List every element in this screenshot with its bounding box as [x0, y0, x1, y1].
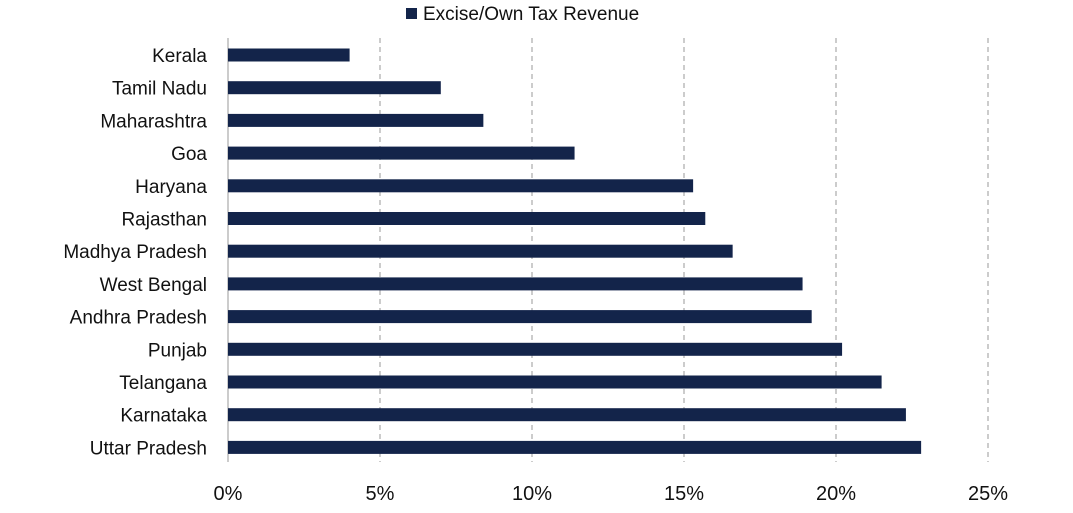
- bar-10: [228, 375, 882, 389]
- category-label-12: Uttar Pradesh: [90, 438, 207, 459]
- legend-swatch: [406, 8, 417, 19]
- bar-1: [228, 81, 441, 95]
- legend: Excise/Own Tax Revenue: [406, 4, 639, 25]
- bar-8: [228, 310, 812, 324]
- bar-5: [228, 212, 706, 225]
- category-label-6: Madhya Pradesh: [63, 242, 207, 263]
- category-label-10: Telangana: [119, 373, 207, 394]
- bar-3: [228, 146, 575, 160]
- category-labels: Kerala Tamil Nadu Maharashtra Goa Haryana Raj…: [63, 46, 207, 459]
- x-tick-label-0: 0%: [214, 483, 243, 505]
- bar-6: [228, 244, 733, 258]
- category-label-5: Rajasthan: [121, 210, 207, 231]
- bar-9: [228, 342, 843, 356]
- x-tick-label-1: 5%: [366, 483, 395, 505]
- bar-7: [228, 277, 803, 291]
- bar-11: [228, 408, 906, 422]
- bar-12: [228, 440, 922, 454]
- category-label-8: Andhra Pradesh: [70, 308, 207, 329]
- x-tick-label-3: 15%: [664, 483, 704, 505]
- bar-4: [228, 179, 694, 193]
- category-label-1: Tamil Nadu: [112, 79, 207, 100]
- category-label-2: Maharashtra: [100, 111, 207, 132]
- x-tick-labels: 0% 5% 10% 15% 20% 25%: [214, 483, 1009, 505]
- x-tick-label-2: 10%: [512, 483, 552, 505]
- legend-label: Excise/Own Tax Revenue: [423, 4, 639, 25]
- category-label-4: Haryana: [135, 177, 207, 198]
- category-label-3: Goa: [171, 144, 207, 165]
- x-tick-label-4: 20%: [816, 483, 856, 505]
- x-tick-label-5: 25%: [968, 483, 1008, 505]
- bar-2: [228, 113, 484, 127]
- category-label-11: Karnataka: [120, 406, 207, 427]
- bar-0: [228, 48, 350, 62]
- category-label-0: Kerala: [152, 46, 207, 67]
- category-label-9: Punjab: [148, 340, 207, 361]
- category-label-7: West Bengal: [100, 275, 207, 296]
- bars: [228, 48, 922, 454]
